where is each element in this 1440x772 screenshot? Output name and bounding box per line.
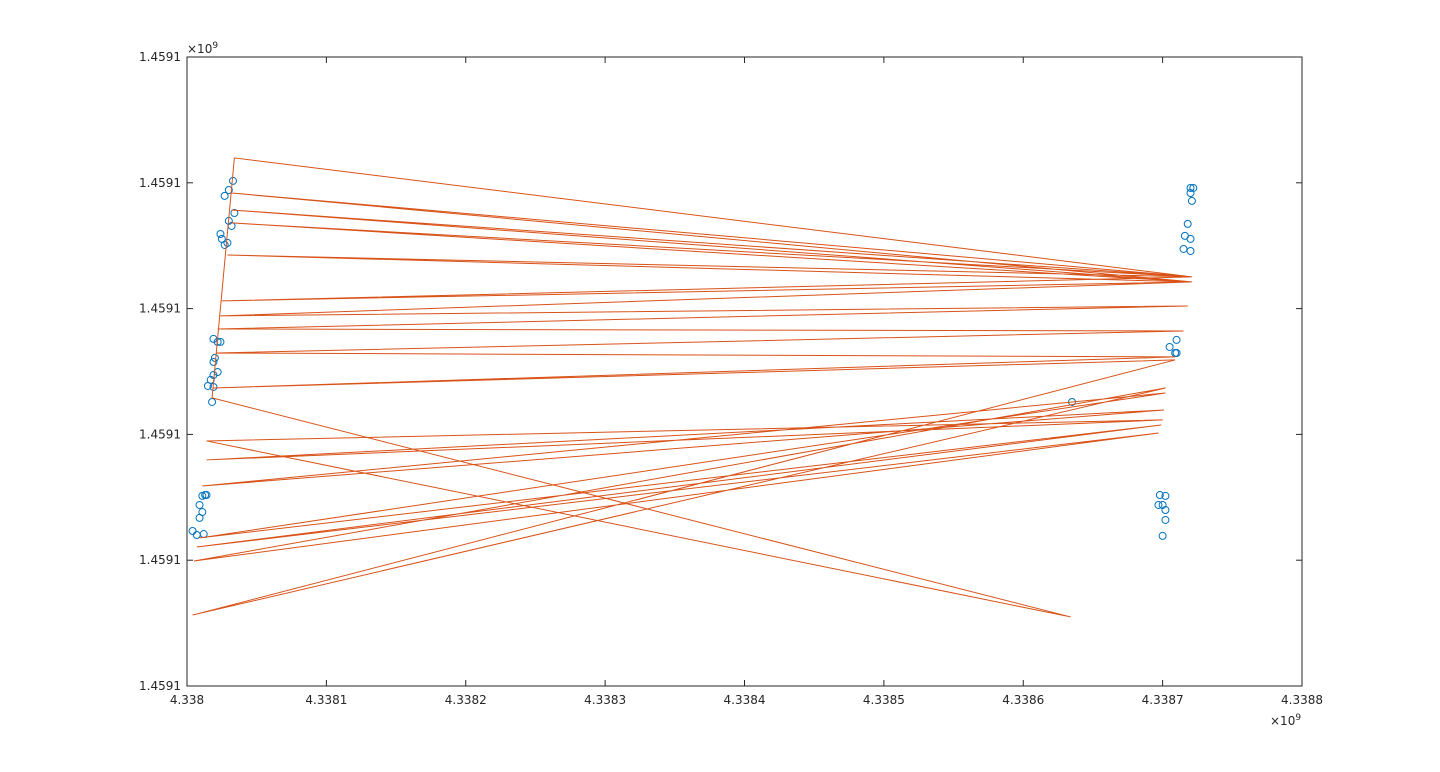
scatter-point: [1161, 515, 1170, 524]
scatter-point: [220, 191, 229, 200]
x-tick-label: 4.3388: [1281, 693, 1323, 707]
scatter-point: [203, 381, 212, 390]
x-tick-label: 4.3386: [1002, 693, 1044, 707]
scatter-point: [230, 208, 239, 217]
scatter-point: [188, 527, 197, 536]
x-tick-label: 4.3381: [305, 693, 347, 707]
scatter-point: [1186, 234, 1195, 243]
scatter-point: [210, 353, 219, 362]
x-multiplier: ×109: [1270, 713, 1301, 728]
scatter-point: [1183, 219, 1192, 228]
scatter-point: [1187, 196, 1196, 205]
y-tick-label: 1.4591: [139, 50, 181, 64]
scatter-point: [1179, 244, 1188, 253]
x-tick-label: 4.3384: [724, 693, 766, 707]
scatter-point: [1172, 335, 1181, 344]
x-multiplier-base: ×10: [1270, 714, 1295, 728]
y-multiplier-base: ×10: [187, 42, 212, 56]
y-tick-label: 1.4591: [139, 176, 181, 190]
scatter-point: [224, 185, 233, 194]
scatter-point: [1165, 342, 1174, 351]
scatter-point: [220, 240, 229, 249]
x-tick-label: 4.3387: [1142, 693, 1184, 707]
y-multiplier-power: 9: [212, 41, 218, 51]
axes-box: [186, 56, 1303, 687]
y-tick-label: 1.4591: [139, 302, 181, 316]
scatter-point: [195, 513, 204, 522]
scatter-point: [1161, 506, 1170, 515]
scatter-point: [1161, 491, 1170, 500]
scatter-point: [1154, 500, 1163, 509]
scatter-point: [1158, 531, 1167, 540]
y-tick-label: 1.4591: [139, 553, 181, 567]
scatter-point: [1155, 491, 1164, 500]
y-tick-label: 1.4591: [139, 679, 181, 693]
scatter-point: [209, 357, 218, 366]
scatter-point: [1172, 349, 1181, 358]
scatter-point: [198, 491, 207, 500]
scatter-point: [1186, 246, 1195, 255]
y-tick-label: 1.4591: [139, 427, 181, 441]
scatter-point: [195, 500, 204, 509]
line-series: [192, 157, 1192, 618]
scatter-point: [202, 491, 211, 500]
x-multiplier-power: 9: [1295, 713, 1301, 723]
x-tick-label: 4.3382: [445, 693, 487, 707]
y-multiplier: ×109: [187, 41, 218, 56]
x-tick-label: 4.3383: [584, 693, 626, 707]
x-tick-label: 4.338: [170, 693, 204, 707]
scatter-point: [216, 230, 225, 239]
scatter-point: [1186, 188, 1195, 197]
scatter-point: [1186, 183, 1195, 192]
scatter-point: [208, 397, 217, 406]
x-tick-label: 4.3385: [863, 693, 905, 707]
